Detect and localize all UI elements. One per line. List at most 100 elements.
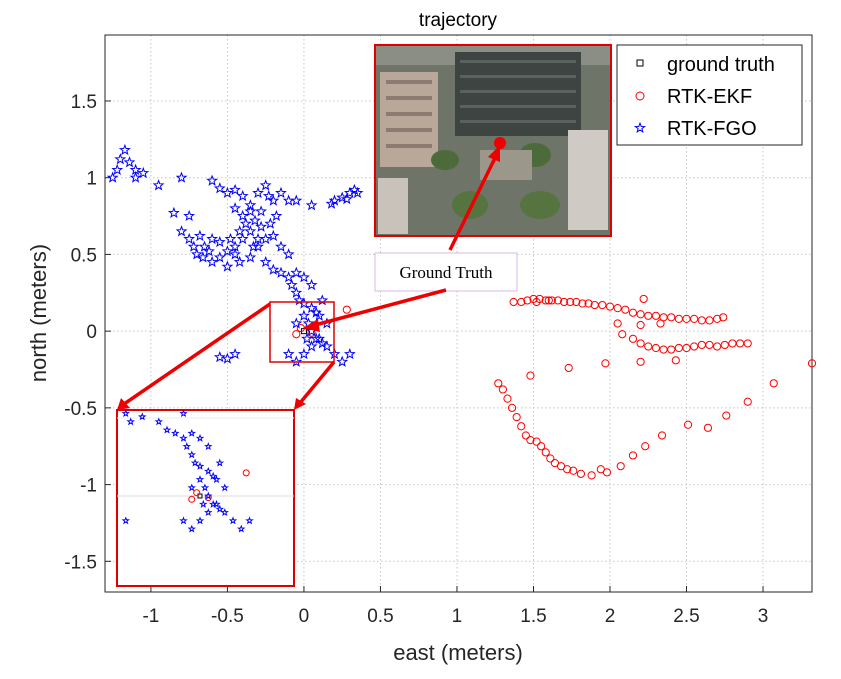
point-rtk-ekf bbox=[722, 411, 731, 420]
legend: ground truth RTK-EKF RTK-FGO bbox=[616, 44, 803, 146]
ground-truth-callout: Ground Truth bbox=[303, 145, 518, 332]
point-rtk-ekf bbox=[743, 339, 752, 348]
point-rtk-fgo bbox=[233, 255, 246, 268]
point-rtk-ekf bbox=[494, 379, 503, 388]
point-rtk-fgo bbox=[213, 235, 226, 248]
point-rtk-fgo bbox=[290, 317, 303, 329]
inset-point-rtk-fgo bbox=[199, 499, 208, 508]
point-rtk-ekf bbox=[532, 297, 541, 307]
x-tick-label: -0.5 bbox=[211, 606, 244, 627]
callout-label: Ground Truth bbox=[399, 263, 493, 282]
point-rtk-ekf bbox=[636, 357, 645, 366]
point-rtk-fgo bbox=[213, 350, 226, 363]
point-rtk-fgo bbox=[305, 340, 318, 352]
x-tick-label: 1.5 bbox=[520, 606, 546, 627]
point-rtk-fgo bbox=[197, 251, 209, 263]
zoom-arrow-right bbox=[298, 360, 336, 405]
inset-point-rtk-fgo bbox=[187, 524, 196, 533]
point-rtk-fgo bbox=[224, 232, 237, 245]
inset-point-rtk-fgo bbox=[126, 417, 135, 426]
point-rtk-fgo bbox=[252, 232, 264, 245]
aerial-photo-inset bbox=[374, 44, 612, 237]
point-rtk-fgo bbox=[233, 225, 246, 237]
point-rtk-ekf bbox=[517, 422, 526, 431]
point-rtk-fgo bbox=[305, 199, 318, 211]
inset-point-rtk-fgo bbox=[204, 491, 213, 500]
point-rtk-ekf bbox=[512, 412, 521, 422]
inset-point-rtk-fgo bbox=[171, 428, 180, 437]
photo-ground-truth-marker bbox=[494, 137, 506, 149]
point-rtk-ekf bbox=[713, 314, 722, 323]
zoom-region-box bbox=[269, 301, 335, 363]
point-rtk-fgo bbox=[193, 229, 206, 242]
inset-point-rtk-fgo bbox=[121, 516, 130, 525]
point-rtk-fgo bbox=[175, 225, 188, 237]
point-rtk-ekf bbox=[641, 442, 650, 451]
point-rtk-fgo bbox=[325, 197, 338, 209]
point-rtk-fgo bbox=[213, 182, 226, 194]
point-rtk-fgo bbox=[175, 171, 188, 183]
point-rtk-ekf bbox=[529, 294, 538, 304]
point-rtk-fgo bbox=[313, 332, 326, 344]
point-rtk-ekf bbox=[671, 356, 680, 365]
series-rtk-ekf bbox=[292, 294, 817, 480]
point-rtk-ekf bbox=[636, 320, 645, 330]
photo-window-row bbox=[460, 75, 576, 78]
photo-window-row bbox=[460, 60, 576, 63]
point-rtk-ekf bbox=[651, 343, 661, 353]
inset-point-rtk-fgo bbox=[245, 516, 254, 525]
point-rtk-ekf bbox=[602, 468, 612, 477]
point-rtk-fgo bbox=[190, 248, 203, 260]
point-rtk-fgo bbox=[221, 260, 234, 272]
photo-tree bbox=[452, 191, 488, 219]
point-rtk-fgo bbox=[229, 348, 241, 360]
point-rtk-fgo bbox=[229, 202, 241, 214]
point-rtk-ekf bbox=[769, 379, 778, 388]
point-rtk-ekf bbox=[720, 340, 729, 350]
inset-point-rtk-fgo bbox=[187, 483, 196, 492]
photo-building-left bbox=[380, 72, 438, 167]
point-rtk-ekf bbox=[667, 345, 676, 354]
point-rtk-ekf bbox=[743, 397, 752, 406]
point-rtk-fgo bbox=[244, 225, 257, 237]
inset-point-rtk-fgo bbox=[195, 433, 205, 442]
point-rtk-ekf bbox=[517, 297, 526, 307]
y-axis-label: north (meters) bbox=[26, 244, 51, 382]
x-tick-label: -1 bbox=[142, 606, 159, 627]
legend-label-ground-truth: ground truth bbox=[667, 54, 775, 76]
series-rtk-fgo bbox=[106, 143, 364, 367]
point-rtk-fgo bbox=[305, 278, 318, 291]
point-rtk-ekf bbox=[566, 297, 575, 307]
inset-point-rtk-fgo bbox=[215, 458, 225, 467]
point-rtk-fgo bbox=[152, 179, 165, 191]
inset-point-rtk-fgo bbox=[212, 499, 221, 508]
legend-marker-ground-truth bbox=[636, 59, 644, 67]
zoom-arrow-right-head bbox=[294, 398, 306, 410]
x-tick-label: 0.5 bbox=[367, 606, 393, 627]
inset-point-rtk-fgo bbox=[204, 508, 213, 517]
point-rtk-fgo bbox=[285, 278, 298, 291]
inset-point-rtk-ekf bbox=[188, 495, 196, 503]
y-tick-label: -0.5 bbox=[64, 399, 97, 420]
point-rtk-ekf bbox=[526, 435, 535, 445]
inset-point-rtk-ekf bbox=[204, 494, 212, 502]
photo-window-row bbox=[460, 120, 576, 123]
point-rtk-fgo bbox=[129, 171, 142, 183]
point-rtk-ekf bbox=[584, 299, 593, 308]
point-rtk-ekf bbox=[541, 448, 550, 457]
point-rtk-ekf bbox=[605, 302, 615, 311]
point-rtk-ekf bbox=[656, 319, 665, 328]
point-rtk-fgo bbox=[244, 251, 257, 263]
point-rtk-fgo bbox=[221, 186, 234, 199]
point-rtk-ekf bbox=[651, 311, 661, 320]
inset-point-rtk-fgo bbox=[179, 408, 188, 418]
point-rtk-fgo bbox=[236, 209, 249, 222]
point-rtk-fgo bbox=[221, 352, 234, 364]
point-rtk-ekf bbox=[535, 294, 544, 304]
y-tick-label: 0 bbox=[86, 322, 97, 343]
point-rtk-fgo bbox=[320, 340, 333, 352]
point-rtk-fgo bbox=[106, 171, 119, 183]
point-rtk-ekf bbox=[521, 431, 530, 440]
inset-point-rtk-fgo bbox=[215, 504, 225, 513]
point-rtk-fgo bbox=[262, 189, 275, 202]
